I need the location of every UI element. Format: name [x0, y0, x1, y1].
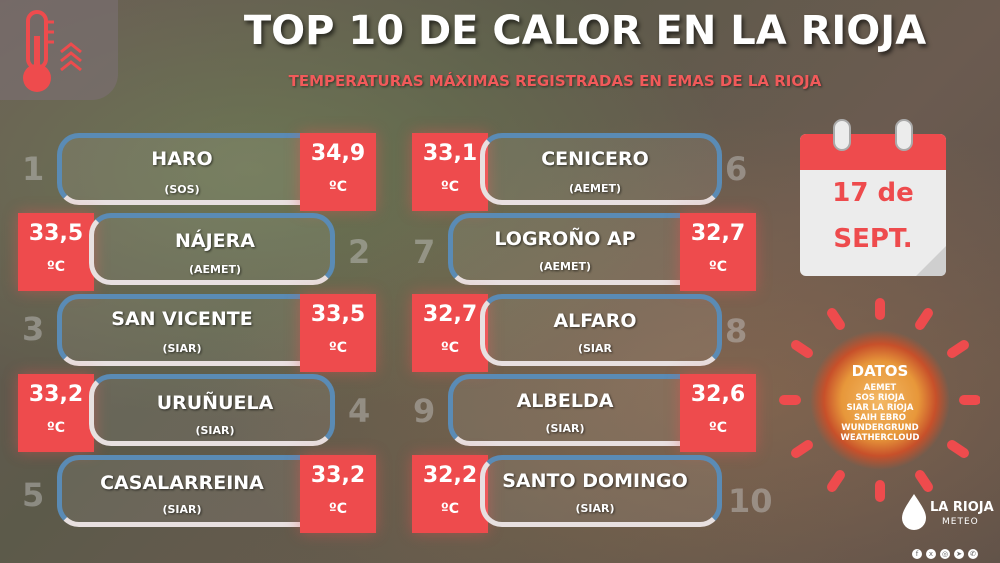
brand-sub: METEO: [942, 517, 979, 527]
station-source: (SIAR): [195, 424, 235, 437]
temperature-box: 33,2 ºC: [300, 455, 376, 533]
thermometer-icon: [23, 10, 54, 92]
thermometer-tile: [0, 0, 118, 100]
station-source: (AEMET): [188, 263, 242, 276]
rank-number: 10: [728, 482, 773, 520]
datos-source: SOS RIOJA: [855, 393, 905, 403]
telegram-icon[interactable]: ➤: [954, 549, 964, 559]
rank-number: 3: [22, 310, 45, 348]
station-source: (SOS): [164, 183, 200, 196]
temperature-unit: ºC: [708, 259, 728, 275]
datos-title: DATOS: [851, 362, 909, 380]
station-name: ALBELDA: [516, 390, 614, 412]
datos-source: AEMET: [863, 383, 897, 393]
temperature-unit: ºC: [328, 340, 348, 356]
station-name: SAN VICENTE: [111, 308, 253, 330]
brand-name: LA RIOJA: [930, 500, 994, 515]
temperature-unit: ºC: [440, 179, 460, 195]
rank-number: 8: [725, 312, 748, 350]
temperature-value: 33,5: [28, 221, 84, 246]
station-source: (AEMET): [538, 260, 592, 273]
temperature-value: 33,1: [422, 141, 478, 166]
temperature-unit: ºC: [708, 420, 728, 436]
page-subtitle: TEMPERATURAS MÁXIMAS REGISTRADAS EN EMAS…: [288, 72, 822, 90]
datos-source: SAIH EBRO: [854, 413, 906, 423]
temperature-value: 32,7: [422, 302, 478, 327]
station-name: HARO: [151, 148, 213, 170]
whatsapp-icon[interactable]: ✆: [968, 549, 978, 559]
station-card: [448, 374, 704, 446]
temperature-unit: ºC: [46, 420, 66, 436]
station-name: LOGROÑO AP: [494, 228, 636, 250]
station-name: SANTO DOMINGO: [502, 470, 688, 492]
station-name: ALFARO: [553, 310, 637, 332]
sun-icon: [779, 298, 980, 502]
temperature-box: 34,9 ºC: [300, 133, 376, 211]
datos-sources: AEMET SOS RIOJA SIAR LA RIOJA SAIH EBRO …: [820, 383, 940, 443]
station-name: URUÑUELA: [156, 392, 274, 414]
temperature-value: 33,2: [28, 382, 84, 407]
temperature-unit: ºC: [440, 340, 460, 356]
datos-source: WEATHERCLOUD: [840, 433, 920, 443]
temperature-box: 33,5 ºC: [18, 213, 94, 291]
temperature-value: 32,7: [690, 221, 746, 246]
brand-logo-icon: [902, 494, 926, 530]
temperature-box: 32,7 ºC: [680, 213, 756, 291]
station-source: (SIAR: [577, 342, 613, 355]
temperature-unit: ºC: [328, 179, 348, 195]
temperature-value: 33,2: [310, 463, 366, 488]
temperature-box: 32,2 ºC: [412, 455, 488, 533]
temperature-unit: ºC: [46, 259, 66, 275]
station-source: (SIAR): [575, 502, 615, 515]
rank-number: 6: [725, 150, 748, 188]
instagram-icon[interactable]: ◎: [940, 549, 950, 559]
station-card: [57, 455, 329, 527]
station-card: [89, 374, 335, 446]
calendar-month: SEPT.: [833, 224, 913, 254]
temperature-unit: ºC: [440, 501, 460, 517]
rank-number: 4: [348, 392, 371, 430]
facebook-icon[interactable]: f: [912, 549, 922, 559]
social-icons: f x ◎ ➤ ✆: [912, 541, 982, 560]
station-card: [448, 213, 704, 285]
station-source: (SIAR): [545, 422, 585, 435]
temperature-value: 32,2: [422, 463, 478, 488]
calendar-day: 17 de: [832, 178, 914, 208]
x-icon[interactable]: x: [926, 549, 936, 559]
temperature-value: 32,6: [690, 382, 746, 407]
station-name: CENICERO: [541, 148, 649, 170]
temperature-box: 32,7 ºC: [412, 294, 488, 372]
rank-number: 9: [413, 392, 436, 430]
station-card: [480, 133, 722, 205]
temperature-value: 33,5: [310, 302, 366, 327]
station-source: (SIAR): [162, 503, 202, 516]
rank-number: 7: [413, 233, 436, 271]
page-title: TOP 10 DE CALOR EN LA RIOJA: [243, 8, 927, 54]
temperature-box: 32,6 ºC: [680, 374, 756, 452]
temperature-unit: ºC: [328, 501, 348, 517]
datos-source: WUNDERGRUND: [841, 423, 919, 433]
calendar-icon: [800, 119, 946, 276]
station-card: [89, 213, 335, 285]
station-card: [57, 294, 329, 366]
temperature-value: 34,9: [310, 141, 366, 166]
rank-number: 2: [348, 233, 371, 271]
temperature-box: 33,2 ºC: [18, 374, 94, 452]
station-name: CASALARREINA: [100, 472, 264, 494]
heat-arrows-icon: [60, 42, 82, 72]
temperature-box: 33,1 ºC: [412, 133, 488, 211]
station-card: [480, 294, 722, 366]
station-source: (SIAR): [162, 342, 202, 355]
station-source: (AEMET): [568, 182, 622, 195]
rank-number: 1: [22, 150, 45, 188]
datos-source: SIAR LA RIOJA: [846, 403, 914, 413]
station-card: [480, 455, 722, 527]
temperature-box: 33,5 ºC: [300, 294, 376, 372]
station-name: NÁJERA: [175, 230, 255, 252]
rank-number: 5: [22, 476, 45, 514]
